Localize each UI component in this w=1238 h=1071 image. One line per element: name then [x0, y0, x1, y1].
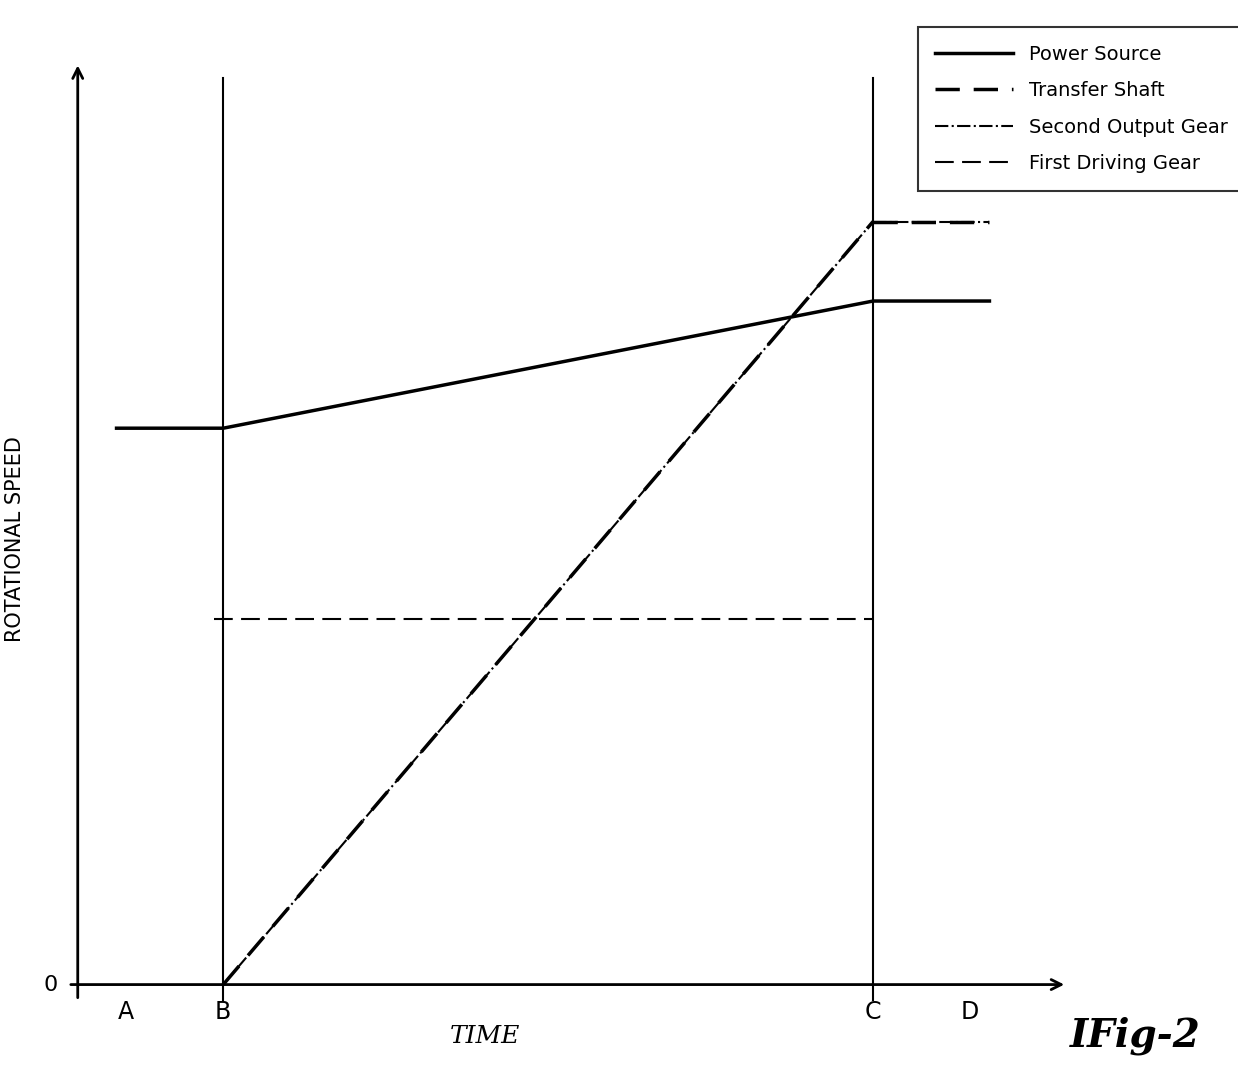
Text: B: B: [215, 1000, 232, 1024]
Text: ROTATIONAL SPEED: ROTATIONAL SPEED: [5, 437, 25, 643]
Text: TIME: TIME: [449, 1025, 520, 1047]
Text: 0: 0: [43, 975, 58, 995]
Text: IFig-2: IFig-2: [1070, 1017, 1201, 1056]
Legend: Power Source, Transfer Shaft, Second Output Gear, First Driving Gear: Power Source, Transfer Shaft, Second Out…: [917, 27, 1238, 191]
Text: A: A: [118, 1000, 134, 1024]
Text: C: C: [865, 1000, 881, 1024]
Text: D: D: [961, 1000, 979, 1024]
